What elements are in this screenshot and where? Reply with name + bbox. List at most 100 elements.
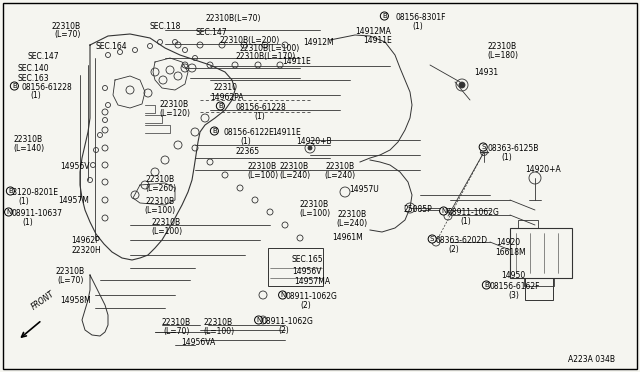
Text: 08911-1062G: 08911-1062G bbox=[262, 317, 314, 326]
Text: 14912M: 14912M bbox=[303, 38, 333, 47]
Text: (2): (2) bbox=[300, 301, 311, 310]
Text: (L=240): (L=240) bbox=[279, 171, 310, 180]
Text: S: S bbox=[430, 236, 435, 242]
Text: 22310B: 22310B bbox=[160, 100, 189, 109]
Text: (2): (2) bbox=[448, 245, 459, 254]
Text: 14958M: 14958M bbox=[60, 296, 91, 305]
Bar bbox=[268, 248, 323, 286]
Text: B: B bbox=[484, 282, 489, 288]
Text: (L=140): (L=140) bbox=[13, 144, 44, 153]
Text: (1): (1) bbox=[22, 218, 33, 227]
Text: (L=240): (L=240) bbox=[324, 171, 355, 180]
Text: (1): (1) bbox=[254, 112, 265, 121]
Text: SEC.147: SEC.147 bbox=[196, 28, 228, 37]
Text: 22310B: 22310B bbox=[13, 135, 42, 144]
Text: 22310B: 22310B bbox=[279, 162, 308, 171]
Text: (1): (1) bbox=[30, 91, 41, 100]
Text: 22310B: 22310B bbox=[55, 267, 84, 276]
Text: 25085P: 25085P bbox=[403, 205, 432, 214]
Text: 08156-6122E: 08156-6122E bbox=[224, 128, 275, 137]
Text: 14957M: 14957M bbox=[58, 196, 89, 205]
Text: (L=240): (L=240) bbox=[336, 219, 367, 228]
Circle shape bbox=[308, 146, 312, 150]
Text: (L=70): (L=70) bbox=[163, 327, 189, 336]
Text: 16618M: 16618M bbox=[495, 248, 525, 257]
Text: N: N bbox=[280, 292, 285, 298]
Text: 14911E: 14911E bbox=[363, 36, 392, 45]
Text: (1): (1) bbox=[240, 137, 251, 146]
Text: B: B bbox=[218, 103, 223, 109]
Text: (1): (1) bbox=[412, 22, 423, 31]
Text: B: B bbox=[212, 128, 217, 134]
Text: 08156-61228: 08156-61228 bbox=[22, 83, 73, 92]
Text: (L=120): (L=120) bbox=[159, 109, 190, 118]
Text: (1): (1) bbox=[501, 153, 512, 162]
Text: SEC.164: SEC.164 bbox=[96, 42, 127, 51]
Text: 08363-6202D: 08363-6202D bbox=[436, 236, 488, 245]
Text: 14931: 14931 bbox=[474, 68, 498, 77]
Bar bbox=[525, 278, 553, 300]
Text: 14957U: 14957U bbox=[349, 185, 379, 194]
Text: FRONT: FRONT bbox=[30, 290, 56, 312]
Text: (L=100): (L=100) bbox=[299, 209, 330, 218]
Bar bbox=[510, 228, 572, 278]
Text: 08363-6125B: 08363-6125B bbox=[487, 144, 538, 153]
Text: SEC.147: SEC.147 bbox=[28, 52, 60, 61]
Text: 14911E: 14911E bbox=[272, 128, 301, 137]
Text: 22310: 22310 bbox=[213, 83, 237, 92]
Text: 0B120-8201E: 0B120-8201E bbox=[8, 188, 59, 197]
Text: 22310B: 22310B bbox=[247, 162, 276, 171]
Text: (L=180): (L=180) bbox=[487, 51, 518, 60]
Text: (L=100): (L=100) bbox=[144, 206, 175, 215]
Text: (3): (3) bbox=[508, 291, 519, 300]
Text: 14962PA: 14962PA bbox=[210, 93, 243, 102]
Text: N: N bbox=[441, 208, 446, 214]
Text: 22310B: 22310B bbox=[204, 318, 233, 327]
Text: 22310B: 22310B bbox=[145, 197, 174, 206]
Text: 14920: 14920 bbox=[496, 238, 520, 247]
Text: 14950: 14950 bbox=[501, 271, 525, 280]
Text: SEC.140: SEC.140 bbox=[18, 64, 50, 73]
Text: B: B bbox=[8, 188, 13, 194]
Text: 08911-10637: 08911-10637 bbox=[12, 209, 63, 218]
Text: A223A 034B: A223A 034B bbox=[568, 355, 615, 364]
Text: (L=100): (L=100) bbox=[203, 327, 234, 336]
Text: 22310B(L=100): 22310B(L=100) bbox=[240, 44, 300, 53]
Text: SEC.163: SEC.163 bbox=[18, 74, 50, 83]
Text: SEC.165: SEC.165 bbox=[291, 255, 323, 264]
Text: 22310B: 22310B bbox=[52, 22, 81, 31]
Text: 08156-6162F: 08156-6162F bbox=[490, 282, 541, 291]
Text: (L=100): (L=100) bbox=[151, 227, 182, 236]
Text: (1): (1) bbox=[460, 217, 471, 226]
Text: B: B bbox=[382, 13, 387, 19]
Text: 14912MA: 14912MA bbox=[355, 27, 391, 36]
Text: (1): (1) bbox=[18, 197, 29, 206]
Text: 14920+A: 14920+A bbox=[525, 165, 561, 174]
Text: 14957MA: 14957MA bbox=[294, 277, 330, 286]
Text: 22310B: 22310B bbox=[146, 175, 175, 184]
Text: (L=100): (L=100) bbox=[247, 171, 278, 180]
Text: 22310B(L=200): 22310B(L=200) bbox=[220, 36, 280, 45]
Text: 14956VA: 14956VA bbox=[181, 338, 215, 347]
Text: 22310B(L=70): 22310B(L=70) bbox=[205, 14, 260, 23]
Text: 08911-1062G: 08911-1062G bbox=[447, 208, 499, 217]
Text: (2): (2) bbox=[278, 326, 289, 335]
Text: (L=70): (L=70) bbox=[57, 276, 83, 285]
Text: 22320H: 22320H bbox=[71, 246, 100, 255]
Text: (L=260): (L=260) bbox=[145, 184, 176, 193]
Text: SEC.118: SEC.118 bbox=[150, 22, 181, 31]
Text: N: N bbox=[6, 209, 12, 215]
Text: S: S bbox=[481, 144, 485, 150]
Bar bbox=[524, 278, 554, 286]
Text: 14956V: 14956V bbox=[60, 162, 90, 171]
Text: 14962P: 14962P bbox=[71, 236, 100, 245]
Text: 14961M: 14961M bbox=[332, 233, 363, 242]
Text: 22310B: 22310B bbox=[488, 42, 517, 51]
Circle shape bbox=[459, 82, 465, 88]
Bar bbox=[518, 220, 538, 228]
Text: 14956V: 14956V bbox=[292, 267, 321, 276]
Text: 08156-8301F: 08156-8301F bbox=[396, 13, 447, 22]
Text: B: B bbox=[12, 83, 17, 89]
Text: 22310B: 22310B bbox=[337, 210, 366, 219]
Text: 22310B(L=170): 22310B(L=170) bbox=[236, 52, 296, 61]
